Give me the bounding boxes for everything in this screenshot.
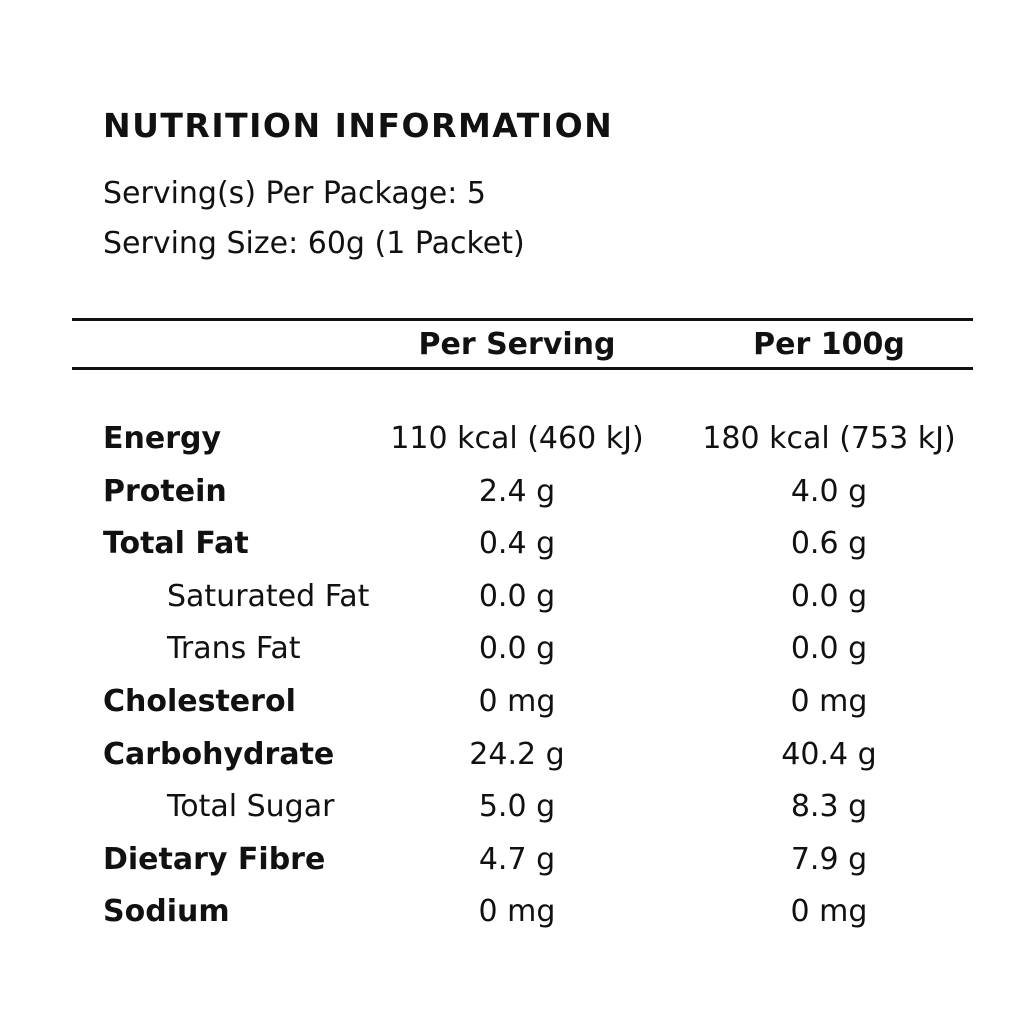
- per-serving-value: 0.0 g: [478, 631, 556, 667]
- column-header-per-100g: Per 100g: [753, 327, 905, 362]
- per-100g-value: 8.3 g: [790, 789, 868, 825]
- nutrient-label: Protein: [103, 473, 227, 509]
- servings-per-package: Serving(s) Per Package: 5: [103, 176, 486, 211]
- nutrient-label: Sodium: [103, 894, 230, 930]
- header-divider: [72, 367, 973, 370]
- table-row: Trans Fat 0.0 g 0.0 g: [0, 631, 1024, 683]
- table-row: Carbohydrate 24.2 g 40.4 g: [0, 737, 1024, 789]
- per-serving-value: 110 kcal (460 kJ): [390, 421, 644, 456]
- per-serving-value: 24.2 g: [469, 736, 565, 772]
- per-100g-value: 0.0 g: [790, 578, 868, 614]
- page-title: NUTRITION INFORMATION: [103, 106, 614, 145]
- per-serving-value: 0 mg: [478, 894, 556, 930]
- table-row: Dietary Fibre 4.7 g 7.9 g: [0, 842, 1024, 894]
- nutrient-label: Total Sugar: [167, 789, 335, 825]
- per-100g-value: 0 mg: [790, 894, 868, 930]
- nutrient-label: Energy: [103, 421, 222, 456]
- per-100g-value: 0.0 g: [790, 631, 868, 667]
- per-serving-value: 2.4 g: [478, 473, 556, 509]
- table-row: Cholesterol 0 mg 0 mg: [0, 684, 1024, 736]
- per-100g-value: 180 kcal (753 kJ): [702, 421, 956, 456]
- per-serving-value: 5.0 g: [478, 789, 556, 825]
- per-100g-value: 7.9 g: [790, 841, 868, 877]
- per-serving-value: 0 mg: [478, 684, 556, 719]
- per-100g-value: 4.0 g: [790, 473, 868, 509]
- table-row: Protein 2.4 g 4.0 g: [0, 474, 1024, 526]
- nutrient-label: Cholesterol: [103, 684, 296, 719]
- per-serving-value: 0.4 g: [478, 526, 556, 562]
- nutrient-label: Total Fat: [103, 526, 249, 562]
- table-row: Saturated Fat 0.0 g 0.0 g: [0, 579, 1024, 631]
- per-100g-value: 40.4 g: [781, 736, 877, 772]
- nutrient-label: Trans Fat: [167, 631, 301, 667]
- column-header-per-serving: Per Serving: [418, 327, 616, 362]
- per-serving-value: 0.0 g: [478, 578, 556, 614]
- table-row: Sodium 0 mg 0 mg: [0, 894, 1024, 946]
- table-row: Total Sugar 5.0 g 8.3 g: [0, 789, 1024, 841]
- nutrient-label: Carbohydrate: [103, 736, 335, 772]
- per-serving-value: 4.7 g: [478, 841, 556, 877]
- nutrient-label: Saturated Fat: [167, 578, 370, 614]
- per-100g-value: 0.6 g: [790, 526, 868, 562]
- nutrient-label: Dietary Fibre: [103, 841, 326, 877]
- per-100g-value: 0 mg: [790, 684, 868, 719]
- table-row: Total Fat 0.4 g 0.6 g: [0, 526, 1024, 578]
- serving-size: Serving Size: 60g (1 Packet): [103, 226, 525, 261]
- top-divider: [72, 318, 973, 321]
- table-row: Energy 110 kcal (460 kJ) 180 kcal (753 kJ): [0, 421, 1024, 473]
